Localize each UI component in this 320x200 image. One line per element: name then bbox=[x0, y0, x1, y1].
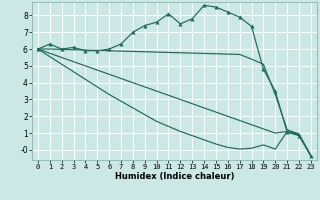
X-axis label: Humidex (Indice chaleur): Humidex (Indice chaleur) bbox=[115, 172, 234, 181]
